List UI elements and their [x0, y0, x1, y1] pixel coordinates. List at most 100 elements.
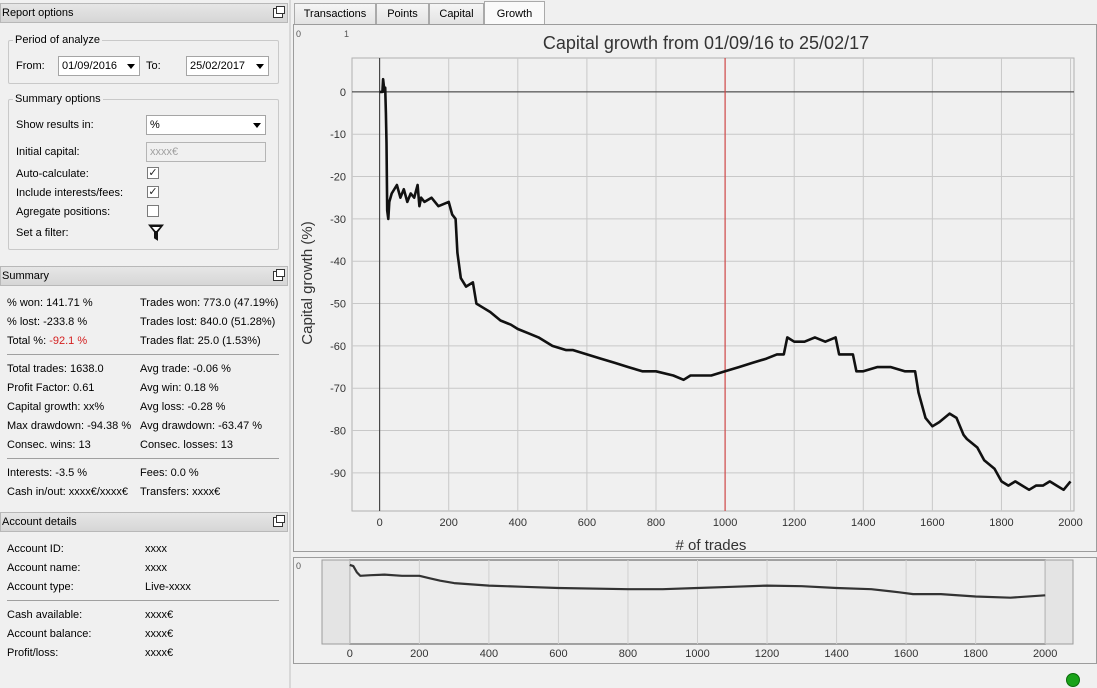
- fees: Fees: 0.0 %: [140, 467, 199, 479]
- report-options-header[interactable]: Report options: [0, 3, 288, 23]
- show-results-select[interactable]: %: [146, 115, 266, 135]
- x-tick-label: 1800: [989, 517, 1013, 529]
- chevron-down-icon: [253, 123, 261, 128]
- chart-ticks: 0 200 400 600 800 1000 1200 1400 1600 1800 2000 0 -1…: [330, 87, 1083, 529]
- growth-line: [379, 77, 1072, 492]
- x-tick-label: 400: [480, 648, 498, 660]
- y-tick-label: -40: [330, 256, 346, 268]
- profit-loss-label: Profit/loss:: [7, 647, 59, 659]
- chevron-down-icon: [256, 64, 264, 69]
- x-axis-label: # of trades: [676, 537, 747, 551]
- interests: Interests: -3.5 %: [7, 467, 88, 479]
- profit-factor: Profit Factor: 0.61: [7, 382, 95, 394]
- y-tick-label: -50: [330, 299, 346, 311]
- account-divider: [7, 600, 279, 601]
- report-options-title: Report options: [2, 7, 74, 19]
- avg-drawdown: Avg drawdown: -63.47 %: [140, 420, 263, 432]
- total-pct-label: Total %:: [7, 335, 47, 347]
- summary-divider: [7, 354, 279, 355]
- aggregate-label: Agregate positions:: [16, 206, 111, 218]
- from-date-value: 01/09/2016: [62, 60, 118, 72]
- y-tick-label: -90: [330, 468, 346, 480]
- avg-win: Avg win: 0.18 %: [140, 382, 219, 394]
- restore-icon[interactable]: [273, 269, 285, 281]
- to-label: To:: [146, 60, 161, 72]
- overview-plot-frame: 0 1 020040060080010001200140016001800200…: [293, 557, 1097, 664]
- x-tick-label: 0: [377, 517, 383, 529]
- x-tick-label: 1600: [894, 648, 918, 660]
- x-tick-label: 1400: [824, 648, 848, 660]
- y-tick-label: -60: [330, 341, 346, 353]
- avg-trade: Avg trade: -0.06 %: [140, 363, 231, 375]
- chart-series: [379, 77, 1072, 492]
- aggregate-checkbox[interactable]: [147, 205, 159, 217]
- corner-label: 1: [344, 29, 349, 39]
- show-results-value: %: [150, 119, 160, 131]
- summary-header[interactable]: Summary: [0, 266, 288, 286]
- x-tick-label: 200: [410, 648, 428, 660]
- trades-flat: Trades flat: 25.0 (1.53%): [140, 335, 261, 347]
- initial-capital-value: xxxx€: [150, 146, 179, 158]
- account-id-value: xxxx: [145, 543, 167, 555]
- summary-options-group: Summary options: [8, 93, 279, 250]
- x-tick-label: 1200: [782, 517, 806, 529]
- x-tick-label: 1000: [713, 517, 737, 529]
- x-tick-label: 800: [619, 648, 637, 660]
- initial-capital-field[interactable]: xxxx€: [146, 142, 266, 162]
- account-details-title: Account details: [2, 516, 77, 528]
- consec-losses: Consec. losses: 13: [140, 439, 233, 451]
- transfers: Transfers: xxxx€: [140, 486, 221, 498]
- avg-loss: Avg loss: -0.28 %: [140, 401, 226, 413]
- tab-growth[interactable]: Growth: [484, 1, 545, 24]
- x-tick-label: 400: [509, 517, 527, 529]
- profit-loss-value: xxxx€: [145, 647, 174, 659]
- period-group: Period of analyze: [8, 34, 279, 84]
- from-date-picker[interactable]: 01/09/2016: [58, 56, 140, 76]
- corner-label: 0: [296, 561, 301, 571]
- restore-icon[interactable]: [273, 515, 285, 527]
- splitter[interactable]: [289, 0, 291, 688]
- to-date-picker[interactable]: 25/02/2017: [186, 56, 269, 76]
- trades-lost: Trades lost: 840.0 (51.28%): [140, 316, 276, 328]
- filter-label: Set a filter:: [16, 227, 69, 239]
- x-tick-label: 200: [440, 517, 458, 529]
- summary-options-legend: Summary options: [13, 93, 103, 105]
- filter-icon[interactable]: [148, 224, 164, 242]
- restore-icon[interactable]: [273, 6, 285, 18]
- summary-title: Summary: [2, 270, 50, 282]
- status-indicator: [1066, 673, 1080, 687]
- summary-divider: [7, 458, 279, 459]
- tab-capital[interactable]: Capital: [429, 3, 484, 24]
- max-drawdown: Max drawdown: -94.38 %: [7, 420, 132, 432]
- cash-available-label: Cash available:: [7, 609, 83, 621]
- plot-area: [351, 57, 1075, 512]
- y-tick-label: -20: [330, 172, 346, 184]
- account-name-value: xxxx: [145, 562, 167, 574]
- x-tick-label: 2000: [1058, 517, 1082, 529]
- chart-grid: [351, 57, 1075, 512]
- from-label: From:: [16, 60, 45, 72]
- tab-transactions[interactable]: Transactions: [294, 3, 376, 24]
- overview-series: [349, 563, 1046, 599]
- x-tick-label: 800: [647, 517, 665, 529]
- x-tick-label: 1800: [963, 648, 987, 660]
- x-tick-label: 600: [549, 648, 567, 660]
- consec-wins: Consec. wins: 13: [7, 439, 91, 451]
- include-fees-checkbox[interactable]: ✓: [147, 186, 159, 198]
- auto-calc-checkbox[interactable]: ✓: [147, 167, 159, 179]
- overview-chart[interactable]: 0 1 020040060080010001200140016001800200…: [294, 558, 1096, 663]
- overview-ticks: 0 200 400 600 800 1000 1200 1400 1600 1800 2000: [347, 648, 1058, 660]
- to-date-value: 25/02/2017: [190, 60, 246, 72]
- tab-points[interactable]: Points: [376, 3, 429, 24]
- show-results-label: Show results in:: [16, 119, 94, 131]
- account-id-label: Account ID:: [7, 543, 64, 555]
- main-chart[interactable]: 0 1 Capital growth from 01/09/16 to 25/0…: [294, 25, 1096, 551]
- account-details-header[interactable]: Account details: [0, 512, 288, 532]
- y-tick-label: 0: [340, 87, 346, 99]
- include-fees-label: Include interests/fees:: [16, 187, 124, 199]
- x-tick-label: 0: [347, 648, 353, 660]
- x-tick-label: 1200: [755, 648, 779, 660]
- corner-label: 0: [296, 29, 301, 39]
- total-trades: Total trades: 1638.0: [7, 363, 104, 375]
- y-tick-label: -80: [330, 426, 346, 438]
